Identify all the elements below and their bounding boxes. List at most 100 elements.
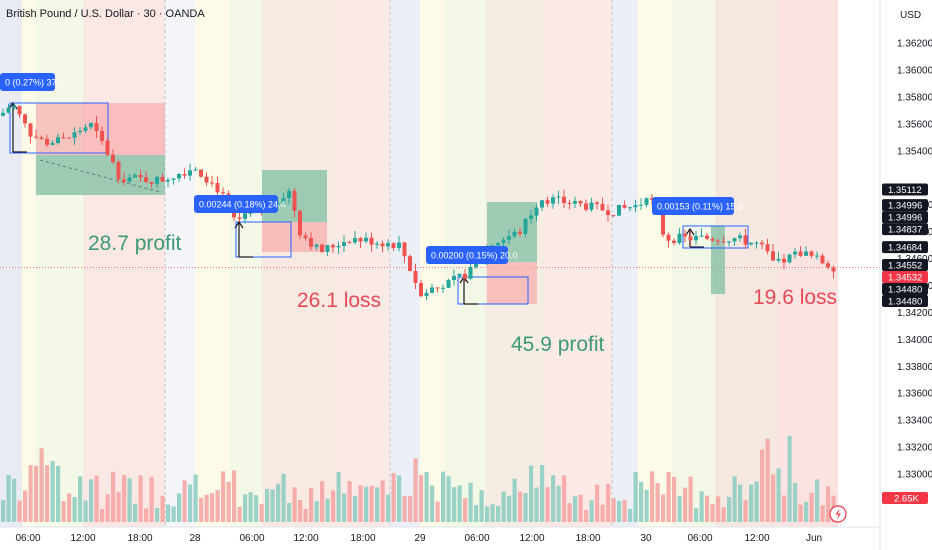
- volume-bar: [1, 500, 6, 522]
- volume-bar: [716, 496, 721, 522]
- price-tick: 1.34200: [897, 308, 932, 319]
- volume-bar: [743, 500, 748, 522]
- volume-bar: [287, 502, 292, 522]
- price-badge-bg: [882, 270, 928, 283]
- candle-body: [298, 210, 302, 236]
- replay-icon[interactable]: [829, 505, 847, 523]
- stop-zone: [487, 262, 537, 304]
- volume-bar: [6, 474, 11, 522]
- candle-body: [149, 181, 154, 184]
- volume-bar: [265, 488, 270, 522]
- candle-body: [694, 235, 698, 241]
- volume-bar: [551, 475, 556, 522]
- candle-body: [617, 204, 621, 216]
- volume-bar: [72, 497, 77, 522]
- price-badge: 1.34552: [888, 260, 922, 271]
- volume-bar: [628, 508, 633, 522]
- volume-bar: [622, 499, 627, 522]
- volume-bar: [826, 486, 831, 522]
- volume-bar: [155, 507, 160, 522]
- trade-result: 26.1 loss: [297, 289, 381, 312]
- candle-body: [815, 255, 819, 257]
- volume-bar: [672, 476, 677, 522]
- candle-body: [67, 137, 71, 139]
- volume-bar: [56, 465, 61, 522]
- price-badge-bg: [882, 223, 928, 236]
- candle-body: [287, 190, 291, 199]
- volume-bar: [358, 485, 363, 522]
- volume-bar: [782, 495, 787, 522]
- time-tick: 12:00: [70, 533, 95, 544]
- volume-bar: [760, 449, 765, 522]
- candle-body: [639, 204, 643, 206]
- volume-bar: [17, 500, 22, 522]
- candle-body: [138, 174, 143, 178]
- trade-tag: 0 (0.27%) 37.0: [5, 78, 64, 88]
- volume-bar: [100, 509, 105, 522]
- measure-arrow: [685, 227, 695, 236]
- volume-bar: [595, 484, 600, 522]
- candle-body: [804, 251, 808, 256]
- volume-bar: [452, 487, 457, 522]
- candle-body: [595, 202, 599, 204]
- volume-bar: [441, 471, 446, 522]
- candle-body: [17, 106, 22, 115]
- volume-bar: [732, 476, 737, 522]
- candle-body: [336, 246, 341, 248]
- volume-badge: 2.65K: [894, 494, 919, 505]
- volume-bar: [419, 475, 424, 522]
- volume-bar: [331, 490, 336, 522]
- volume-bar: [727, 496, 732, 522]
- candle-body: [732, 238, 737, 242]
- trade-tag-bg: [0, 73, 55, 91]
- volume-bar: [375, 487, 380, 522]
- candle-body: [133, 174, 137, 178]
- candle-body: [116, 162, 121, 180]
- volume-bar: [584, 509, 589, 522]
- candle-body: [397, 242, 401, 249]
- candle-body: [402, 242, 407, 257]
- volume-bar: [237, 506, 242, 522]
- price-tick: 1.33400: [897, 416, 932, 427]
- volume-bar: [798, 504, 803, 522]
- candle-body: [699, 235, 704, 237]
- candle-body: [424, 292, 429, 297]
- candle-body: [496, 243, 500, 246]
- price-badges: 1.351121.349961.349961.348371.346841.345…: [882, 183, 928, 505]
- candle-body: [771, 251, 775, 261]
- chart-title: British Pound / U.S. Dollar · 30 · OANDA: [6, 8, 205, 20]
- target-zone: [36, 155, 165, 195]
- volume-bar: [160, 495, 165, 522]
- time-tick: 06:00: [15, 533, 40, 544]
- price-badge: 1.34480: [888, 296, 922, 307]
- trade-result: 19.6 loss: [753, 286, 837, 309]
- candle-body: [765, 244, 770, 252]
- volume-bar: [199, 497, 204, 522]
- currency-label: USD: [900, 10, 921, 21]
- candle-body: [155, 176, 159, 184]
- price-badge-bg: [882, 183, 928, 196]
- time-tick: 06:00: [464, 533, 489, 544]
- candle-body: [325, 245, 330, 252]
- volume-bar: [776, 468, 781, 522]
- candle-body: [12, 106, 16, 108]
- volume-bar: [292, 487, 297, 522]
- candle-body: [589, 202, 594, 210]
- candle-body: [314, 244, 319, 247]
- candle-body: [809, 251, 814, 256]
- candle-body: [243, 213, 247, 219]
- price-tick: 1.35800: [897, 92, 932, 103]
- session-band: [390, 0, 420, 527]
- candle-body: [567, 203, 572, 205]
- trade-tag: 0.00153 (0.11%) 15.3: [657, 202, 743, 212]
- candle-body: [518, 231, 522, 234]
- candle-body: [105, 140, 110, 155]
- candle-body: [573, 200, 577, 204]
- session-band: [612, 0, 638, 527]
- candle-body: [430, 287, 434, 293]
- volume-bar: [534, 487, 539, 522]
- price-badge: 1.34996: [888, 213, 922, 224]
- price-badge-bg: [882, 258, 928, 271]
- volume-badge-bg: [882, 492, 928, 504]
